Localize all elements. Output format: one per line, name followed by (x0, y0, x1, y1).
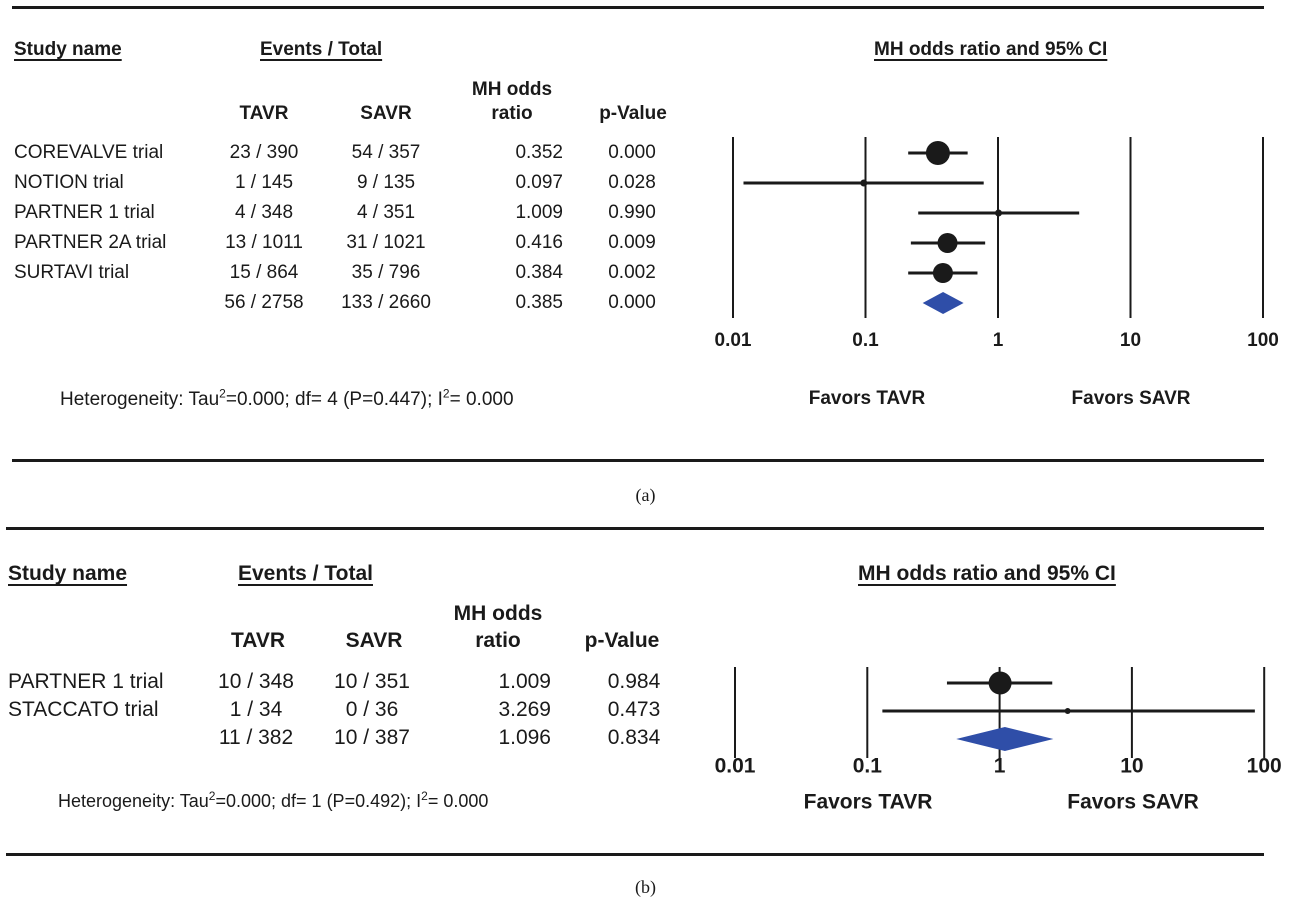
favors-tavr-label: Favors TAVR (804, 791, 933, 814)
header-tavr: TAVR (230, 629, 286, 652)
pooled-row-p-value: 0.834 (607, 726, 661, 750)
panel-caption-b: (b) (635, 877, 656, 897)
bottom-rule (12, 459, 1264, 462)
study-row-odds-ratio: 3.269 (498, 698, 551, 722)
bottom-rule (6, 853, 1264, 856)
header-p-value: p-Value (599, 103, 667, 124)
forest-plot-panel-a: Study name Events / Total MH odds ratio … (12, 6, 1279, 462)
point-estimate-marker (995, 209, 1003, 217)
study-row-odds-ratio: 1.009 (515, 201, 563, 223)
study-row-tavr: 15 / 864 (229, 261, 299, 283)
axis-tick-label: 10 (1120, 330, 1141, 351)
header-savr: SAVR (360, 103, 412, 124)
heterogeneity-text: Heterogeneity: Tau2=0.000; df= 1 (P=0.49… (58, 789, 489, 811)
study-row-savr: 31 / 1021 (346, 231, 426, 253)
study-row-odds-ratio: 1.009 (498, 670, 551, 694)
study-row-tavr: 1 / 145 (234, 171, 294, 193)
point-estimate-marker (932, 263, 953, 283)
pooled-row-savr: 10 / 387 (334, 726, 410, 750)
study-row-tavr: 13 / 1011 (225, 231, 303, 253)
study-row-name: PARTNER 2A trial (14, 231, 167, 253)
axis-tick-label: 0.01 (715, 330, 752, 351)
axis-tick-label: 100 (1247, 330, 1279, 351)
axis-tick-label: 0.01 (715, 755, 756, 778)
header-p-value: p-Value (584, 629, 660, 652)
header-study-name: Study name (8, 562, 128, 585)
header-or-line1: MH odds (471, 79, 553, 100)
top-rule (6, 527, 1264, 530)
study-row-p-value: 0.984 (607, 670, 661, 694)
study-row-p-value: 0.009 (608, 231, 656, 253)
pooled-row-tavr: 11 / 382 (218, 726, 294, 750)
forest-plot-b: 0.01 0.1 1 10 100 Favors TAVR Favors SAVR (715, 667, 1282, 814)
pooled-row-odds-ratio: 0.385 (515, 291, 563, 313)
study-row-odds-ratio: 0.352 (515, 141, 563, 163)
point-estimate-marker (988, 671, 1012, 695)
top-rule (12, 6, 1264, 9)
forest-plot-panel-b: Study name Events / Total MH odds ratio … (0, 522, 1291, 862)
header-plot-title: MH odds ratio and 95% CI (874, 39, 1108, 60)
study-row-p-value: 0.002 (608, 261, 656, 283)
forest-plot-a: 0.01 0.1 1 10 100 Favors TAVR Favors SAVR (715, 137, 1279, 409)
study-row-savr: 10 / 351 (334, 670, 410, 694)
header-or-line1: MH odds (453, 602, 543, 625)
study-row-odds-ratio: 0.097 (515, 171, 563, 193)
study-row-tavr: 1 / 34 (229, 698, 283, 722)
study-row-savr: 0 / 36 (345, 698, 399, 722)
axis-tick-label: 1 (993, 330, 1004, 351)
axis-tick-label: 10 (1120, 755, 1143, 778)
study-row-savr: 35 / 796 (351, 261, 421, 283)
panel-caption-a: (a) (635, 485, 656, 505)
favors-tavr-label: Favors TAVR (809, 388, 926, 409)
pooled-estimate-diamond (922, 292, 964, 314)
study-row-tavr: 23 / 390 (229, 141, 299, 163)
pooled-estimate-diamond (956, 727, 1054, 751)
study-row-name: STACCATO trial (8, 698, 159, 722)
study-row-savr: 54 / 357 (351, 141, 421, 163)
study-row-name: SURTAVI trial (14, 261, 130, 283)
study-row-tavr: 4 / 348 (234, 201, 294, 223)
study-row-savr: 4 / 351 (356, 201, 416, 223)
pooled-row-tavr: 56 / 2758 (224, 291, 304, 313)
favors-savr-label: Favors SAVR (1067, 791, 1199, 814)
header-savr: SAVR (345, 629, 403, 652)
heterogeneity-text: Heterogeneity: Tau2=0.000; df= 4 (P=0.44… (60, 386, 514, 410)
point-estimate-marker (937, 233, 958, 253)
axis-tick-label: 100 (1247, 755, 1282, 778)
study-row-name: NOTION trial (14, 171, 124, 193)
study-row-name: PARTNER 1 trial (8, 670, 164, 694)
axis-tick-label: 0.1 (853, 755, 883, 778)
study-row-name: PARTNER 1 trial (14, 201, 155, 223)
favors-savr-label: Favors SAVR (1072, 388, 1191, 409)
header-plot-title: MH odds ratio and 95% CI (858, 562, 1116, 585)
header-tavr: TAVR (239, 103, 289, 124)
header-or-line2: ratio (491, 103, 533, 124)
study-row-p-value: 0.000 (608, 141, 656, 163)
axis-tick-label: 0.1 (852, 330, 879, 351)
header-study-name: Study name (14, 39, 122, 60)
axis-tick-label: 1 (994, 755, 1006, 778)
study-row-p-value: 0.990 (608, 201, 656, 223)
study-row-savr: 9 / 135 (356, 171, 416, 193)
study-row-p-value: 0.473 (607, 698, 661, 722)
point-estimate-marker (1064, 708, 1071, 714)
header-or-line2: ratio (475, 629, 521, 652)
point-estimate-marker (925, 141, 950, 165)
pooled-row-p-value: 0.000 (608, 291, 656, 313)
header-events-total: Events / Total (260, 39, 383, 60)
pooled-row-odds-ratio: 1.096 (498, 726, 551, 750)
study-row-odds-ratio: 0.416 (515, 231, 563, 253)
study-row-name: COREVALVE trial (14, 141, 164, 163)
header-events-total: Events / Total (238, 562, 373, 585)
point-estimate-marker (860, 179, 868, 187)
study-row-odds-ratio: 0.384 (515, 261, 563, 283)
study-row-p-value: 0.028 (608, 171, 656, 193)
pooled-row-savr: 133 / 2660 (341, 291, 431, 313)
study-row-tavr: 10 / 348 (218, 670, 294, 694)
